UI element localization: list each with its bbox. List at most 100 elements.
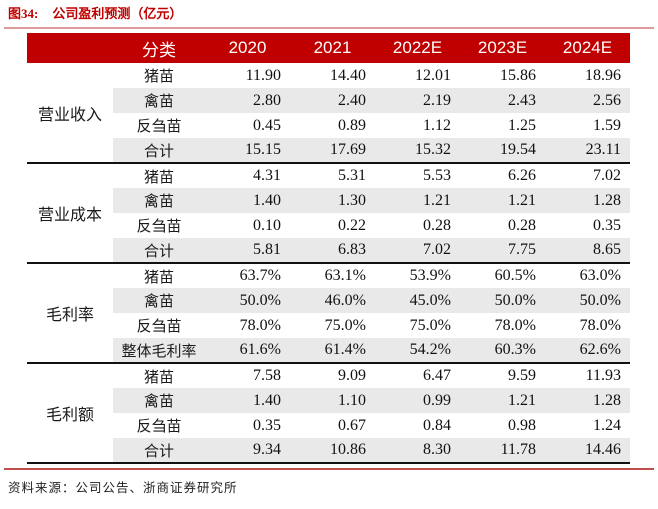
value-cell: 1.12 bbox=[375, 113, 460, 138]
value-cell: 18.96 bbox=[545, 63, 630, 88]
value-cell: 11.90 bbox=[205, 63, 290, 88]
value-cell: 7.02 bbox=[545, 163, 630, 188]
value-cell: 6.26 bbox=[460, 163, 545, 188]
row-label-cell: 反刍苗 bbox=[113, 213, 205, 238]
value-cell: 1.21 bbox=[375, 188, 460, 213]
header-cell-year: 2021 bbox=[290, 33, 375, 63]
table-header: 分类 2020 2021 2022E 2023E 2024E bbox=[27, 33, 630, 63]
row-label-cell: 禽苗 bbox=[113, 88, 205, 113]
value-cell: 0.35 bbox=[205, 413, 290, 438]
value-cell: 15.86 bbox=[460, 63, 545, 88]
value-cell: 1.59 bbox=[545, 113, 630, 138]
value-cell: 45.0% bbox=[375, 288, 460, 313]
table-row: 反刍苗 0.35 0.67 0.84 0.98 1.24 bbox=[27, 413, 630, 438]
row-label-cell: 反刍苗 bbox=[113, 413, 205, 438]
value-cell: 1.24 bbox=[545, 413, 630, 438]
figure-title: 图34: 公司盈利预测（亿元） bbox=[0, 0, 658, 22]
value-cell: 15.15 bbox=[205, 138, 290, 164]
row-label-cell: 合计 bbox=[113, 238, 205, 264]
table-body: 营业收入 猪苗 11.90 14.40 12.01 15.86 18.96 禽苗 2.80 2.4… bbox=[27, 63, 630, 464]
value-cell: 15.32 bbox=[375, 138, 460, 164]
row-label-cell: 禽苗 bbox=[113, 388, 205, 413]
value-cell: 75.0% bbox=[290, 313, 375, 338]
value-cell: 5.81 bbox=[205, 238, 290, 264]
value-cell: 5.53 bbox=[375, 163, 460, 188]
row-label-cell: 合计 bbox=[113, 438, 205, 464]
value-cell: 63.1% bbox=[290, 263, 375, 288]
value-cell: 10.86 bbox=[290, 438, 375, 464]
row-label-cell: 猪苗 bbox=[113, 263, 205, 288]
row-label-cell: 反刍苗 bbox=[113, 113, 205, 138]
value-cell: 54.2% bbox=[375, 338, 460, 364]
value-cell: 23.11 bbox=[545, 138, 630, 164]
value-cell: 11.78 bbox=[460, 438, 545, 464]
group-label-cell: 毛利额 bbox=[27, 363, 113, 464]
row-label-cell: 反刍苗 bbox=[113, 313, 205, 338]
value-cell: 0.22 bbox=[290, 213, 375, 238]
figure-caption: 公司盈利预测（亿元） bbox=[52, 6, 183, 21]
value-cell: 11.93 bbox=[545, 363, 630, 388]
value-cell: 9.59 bbox=[460, 363, 545, 388]
value-cell: 50.0% bbox=[205, 288, 290, 313]
group-label-cell: 营业收入 bbox=[27, 63, 113, 164]
table-row: 整体毛利率 61.6% 61.4% 54.2% 60.3% 62.6% bbox=[27, 338, 630, 364]
value-cell: 60.5% bbox=[460, 263, 545, 288]
value-cell: 1.40 bbox=[205, 188, 290, 213]
value-cell: 14.40 bbox=[290, 63, 375, 88]
bottom-rule-divider bbox=[4, 468, 654, 470]
row-label-cell: 整体毛利率 bbox=[113, 338, 205, 364]
value-cell: 62.6% bbox=[545, 338, 630, 364]
value-cell: 0.10 bbox=[205, 213, 290, 238]
value-cell: 61.4% bbox=[290, 338, 375, 364]
value-cell: 1.21 bbox=[460, 388, 545, 413]
table-header-row: 分类 2020 2021 2022E 2023E 2024E bbox=[27, 33, 630, 63]
value-cell: 60.3% bbox=[460, 338, 545, 364]
value-cell: 1.28 bbox=[545, 188, 630, 213]
value-cell: 7.75 bbox=[460, 238, 545, 264]
value-cell: 0.28 bbox=[460, 213, 545, 238]
table-row: 合计 5.81 6.83 7.02 7.75 8.65 bbox=[27, 238, 630, 264]
value-cell: 50.0% bbox=[460, 288, 545, 313]
value-cell: 63.0% bbox=[545, 263, 630, 288]
value-cell: 0.67 bbox=[290, 413, 375, 438]
value-cell: 7.58 bbox=[205, 363, 290, 388]
value-cell: 9.09 bbox=[290, 363, 375, 388]
table-row: 营业成本 猪苗 4.31 5.31 5.53 6.26 7.02 bbox=[27, 163, 630, 264]
value-cell: 1.30 bbox=[290, 188, 375, 213]
row-label-cell: 猪苗 bbox=[113, 63, 205, 88]
source-note: 资料来源：公司公告、浙商证券研究所 bbox=[8, 481, 238, 495]
table-row: 反刍苗 0.10 0.22 0.28 0.28 0.35 bbox=[27, 213, 630, 238]
table-row: 禽苗 2.80 2.40 2.19 2.43 2.56 bbox=[27, 88, 630, 113]
value-cell: 0.45 bbox=[205, 113, 290, 138]
value-cell: 6.83 bbox=[290, 238, 375, 264]
value-cell: 1.21 bbox=[460, 188, 545, 213]
table-row: 禽苗 50.0% 46.0% 45.0% 50.0% 50.0% bbox=[27, 288, 630, 313]
value-cell: 46.0% bbox=[290, 288, 375, 313]
value-cell: 12.01 bbox=[375, 63, 460, 88]
value-cell: 1.25 bbox=[460, 113, 545, 138]
top-rule-divider bbox=[4, 27, 654, 29]
value-cell: 63.7% bbox=[205, 263, 290, 288]
value-cell: 0.99 bbox=[375, 388, 460, 413]
value-cell: 2.80 bbox=[205, 88, 290, 113]
table-row: 合计 15.15 17.69 15.32 19.54 23.11 bbox=[27, 138, 630, 164]
value-cell: 78.0% bbox=[460, 313, 545, 338]
value-cell: 17.69 bbox=[290, 138, 375, 164]
row-label-cell: 猪苗 bbox=[113, 163, 205, 188]
header-cell-year: 2022E bbox=[375, 33, 460, 63]
value-cell: 7.02 bbox=[375, 238, 460, 264]
value-cell: 14.46 bbox=[545, 438, 630, 464]
value-cell: 19.54 bbox=[460, 138, 545, 164]
header-cell-year: 2024E bbox=[545, 33, 630, 63]
value-cell: 1.28 bbox=[545, 388, 630, 413]
table-row: 合计 9.34 10.86 8.30 11.78 14.46 bbox=[27, 438, 630, 464]
value-cell: 0.98 bbox=[460, 413, 545, 438]
value-cell: 6.47 bbox=[375, 363, 460, 388]
table-row: 禽苗 1.40 1.30 1.21 1.21 1.28 bbox=[27, 188, 630, 213]
value-cell: 61.6% bbox=[205, 338, 290, 364]
value-cell: 8.65 bbox=[545, 238, 630, 264]
table-row: 营业收入 猪苗 11.90 14.40 12.01 15.86 18.96 bbox=[27, 63, 630, 164]
value-cell: 9.34 bbox=[205, 438, 290, 464]
value-cell: 2.56 bbox=[545, 88, 630, 113]
